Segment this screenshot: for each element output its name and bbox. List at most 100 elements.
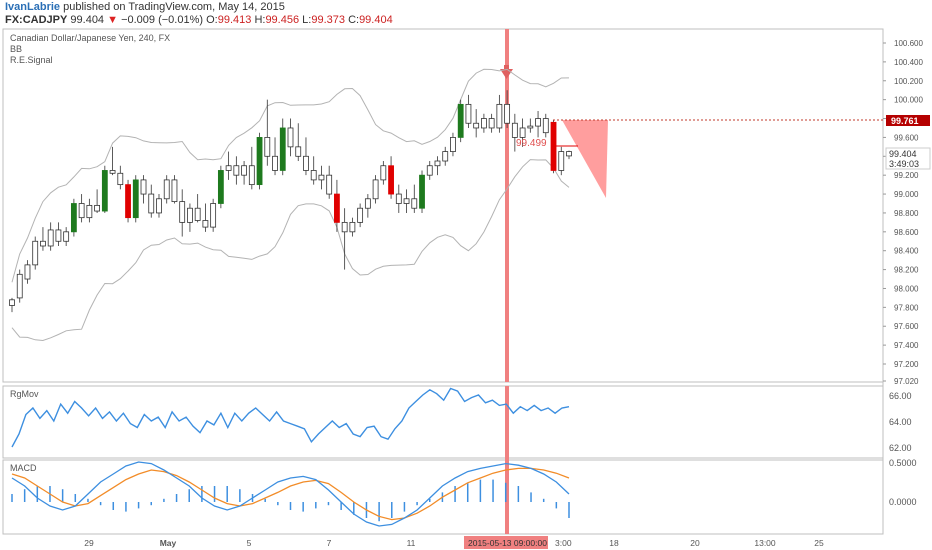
candle xyxy=(519,118,526,147)
candle xyxy=(411,184,418,213)
low-label: L: xyxy=(302,14,312,26)
candle xyxy=(210,198,217,232)
candle xyxy=(450,132,456,157)
candle xyxy=(380,161,387,185)
candle xyxy=(388,156,394,199)
candle xyxy=(419,170,425,213)
candle xyxy=(287,118,294,157)
candle xyxy=(488,113,495,133)
candle xyxy=(217,165,224,209)
candle xyxy=(225,151,232,180)
crosshair-time-tag xyxy=(464,536,548,549)
x-tick-label: 13:00 xyxy=(754,538,776,548)
countdown-tag: 3:49:03 xyxy=(889,159,919,169)
candle xyxy=(194,194,201,223)
candle xyxy=(558,146,565,176)
change-down-icon: ▼ xyxy=(107,14,119,26)
candle xyxy=(63,227,70,246)
candle xyxy=(171,175,178,204)
price-tick: 100.200 xyxy=(894,77,923,86)
price-tick: 97.020 xyxy=(894,377,919,386)
candle xyxy=(47,222,54,251)
candle xyxy=(372,175,379,204)
candle xyxy=(16,269,23,303)
candle xyxy=(256,132,263,190)
candle xyxy=(125,179,131,223)
macd-title: MACD xyxy=(10,463,37,473)
candle xyxy=(117,165,124,190)
candle xyxy=(187,203,193,232)
candle xyxy=(527,118,534,133)
candle xyxy=(403,189,410,213)
rgmov-tick-64: 64.00 xyxy=(889,417,912,427)
last-price-tag: 99.404 xyxy=(889,149,917,159)
x-tick-label: 11 xyxy=(407,538,416,548)
candle xyxy=(40,227,46,251)
crosshair-time-text: 2015-05-13 09:00:00 xyxy=(468,538,547,548)
candle xyxy=(24,260,31,284)
price-tick: 100.000 xyxy=(894,96,923,105)
candle xyxy=(465,94,472,128)
candle xyxy=(496,94,503,133)
signal-price-text: 99.761 xyxy=(891,116,919,126)
bb-upper xyxy=(11,68,570,283)
x-tick-partial: 3:00 xyxy=(555,538,572,548)
candle xyxy=(9,297,15,313)
close-value: 99.404 xyxy=(359,14,393,26)
x-tick-label: 25 xyxy=(814,538,824,548)
open-value: 99.413 xyxy=(217,14,252,26)
candle xyxy=(395,184,402,213)
candle xyxy=(295,123,302,162)
x-tick-label: May xyxy=(160,538,177,548)
price-tick: 99.200 xyxy=(894,171,919,180)
candle xyxy=(179,189,186,237)
candle xyxy=(535,110,541,138)
x-tick-label: 20 xyxy=(690,538,700,548)
x-tick-label: 18 xyxy=(609,538,619,548)
last-price: 99.404 xyxy=(70,14,105,26)
price-tick: 98.600 xyxy=(894,228,919,237)
candle xyxy=(140,175,147,204)
candle xyxy=(504,90,511,128)
macd-tick-high: 0.5000 xyxy=(889,458,917,468)
candle xyxy=(442,146,449,166)
publish-header: IvanLabrie published on TradingView.com,… xyxy=(5,1,285,13)
signal-vline xyxy=(505,29,509,382)
open-label: O: xyxy=(206,14,218,26)
x-tick-label: 7 xyxy=(327,538,332,548)
signal-legend: R.E.Signal xyxy=(10,55,53,65)
high-value: 99.456 xyxy=(265,14,300,26)
candle xyxy=(341,208,348,270)
candle xyxy=(109,146,116,176)
price-tick: 97.400 xyxy=(894,341,919,350)
symbol-label[interactable]: FX:CADJPY xyxy=(5,14,68,26)
candle xyxy=(318,165,325,190)
author-link[interactable]: IvanLabrie xyxy=(5,1,61,13)
published-text: published on TradingView.com, May 14, 20… xyxy=(63,1,285,13)
price-tick: 98.200 xyxy=(894,266,919,275)
candle xyxy=(86,198,93,223)
x-tick-label: 5 xyxy=(247,538,252,548)
candle xyxy=(566,150,572,160)
candle xyxy=(457,99,464,143)
candle xyxy=(511,113,518,152)
candle xyxy=(148,184,155,218)
price-tick: 98.800 xyxy=(894,209,919,218)
rgmov-pane[interactable] xyxy=(2,385,884,459)
rgmov-title: RgMov xyxy=(10,389,39,399)
candle xyxy=(303,137,309,176)
macd-signal-line xyxy=(11,467,570,521)
inline-target-label: 99.499 xyxy=(516,138,547,149)
rgmov-tick-62: 62.00 xyxy=(889,443,912,453)
candle xyxy=(550,120,557,174)
price-tick: 97.200 xyxy=(894,360,919,369)
candle xyxy=(349,217,356,237)
candle xyxy=(202,203,209,232)
bb-lower xyxy=(11,159,570,342)
price-tick: 99.000 xyxy=(894,190,919,199)
price-tick: 97.600 xyxy=(894,322,919,331)
candle xyxy=(357,203,364,228)
candle xyxy=(481,113,487,133)
candle xyxy=(132,175,139,223)
